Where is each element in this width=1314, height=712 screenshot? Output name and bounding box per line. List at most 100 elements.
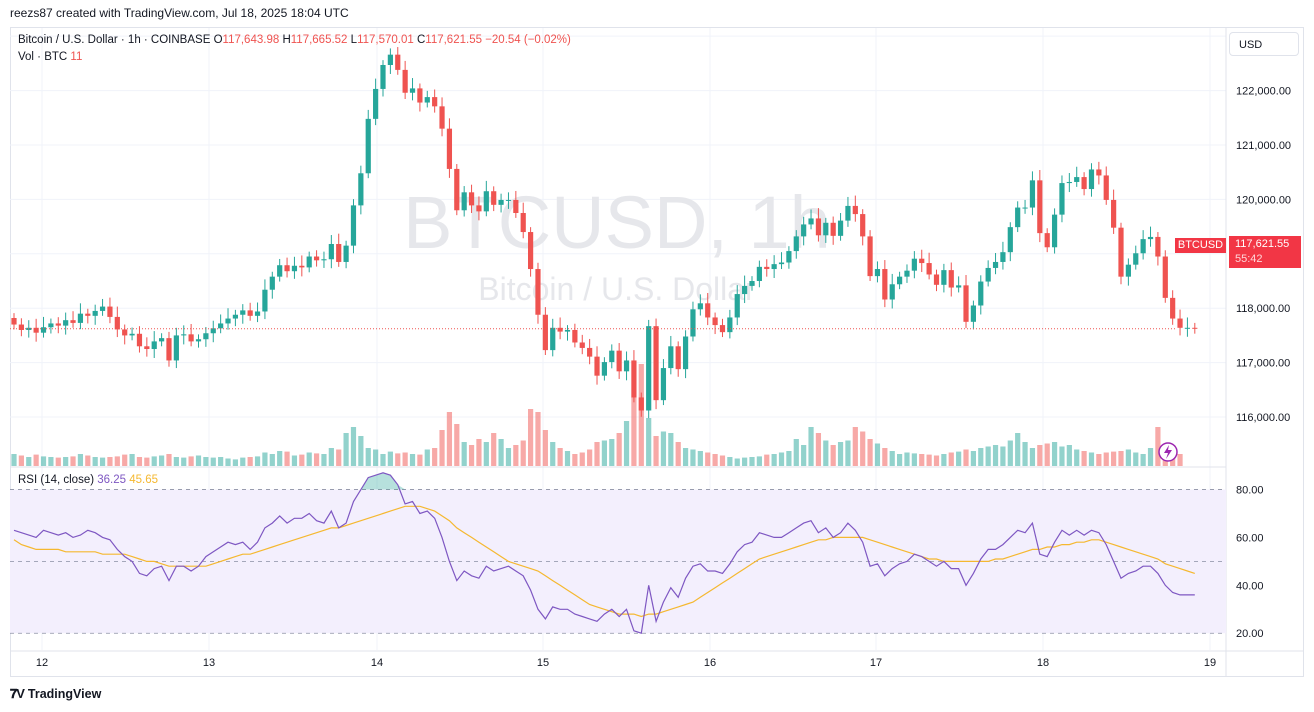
- candle-body: [845, 205, 851, 221]
- candle-body: [181, 334, 187, 336]
- rsi-ma-line: [13, 505, 1195, 618]
- volume-bar: [181, 457, 187, 466]
- candle-body: [1140, 239, 1146, 254]
- candle-body: [682, 336, 689, 370]
- volume-bar: [778, 452, 785, 466]
- volume-legend[interactable]: Vol · BTC 11: [18, 51, 82, 63]
- volume-bar: [373, 449, 379, 466]
- volume-bar: [33, 454, 39, 466]
- candle-body: [240, 310, 246, 315]
- volume-bar: [1177, 454, 1183, 466]
- volume-bar: [1103, 452, 1109, 466]
- volume-bar: [483, 442, 489, 466]
- volume-bar: [446, 412, 453, 466]
- volume-bar: [1155, 427, 1161, 466]
- ohlc-legend: Bitcoin / U.S. Dollar · 1h · COINBASE O1…: [18, 34, 571, 46]
- candle-body: [417, 88, 423, 103]
- volume-bar: [1096, 454, 1102, 466]
- candle-body: [365, 118, 371, 174]
- candle-body: [269, 276, 275, 290]
- volume-bar: [697, 451, 703, 466]
- candle-body: [1170, 297, 1176, 319]
- change-value: −20.54 (−0.02%): [485, 34, 571, 46]
- candle-body: [919, 258, 925, 264]
- volume-bar: [210, 457, 216, 466]
- volume-bar: [491, 433, 497, 466]
- volume-bar: [601, 440, 607, 466]
- currency-button[interactable]: USD: [1229, 32, 1299, 56]
- volume-bar: [830, 445, 836, 466]
- volume-bar: [852, 427, 858, 466]
- candle-body: [978, 281, 984, 306]
- volume-bar: [1066, 445, 1072, 466]
- volume-bar: [978, 448, 984, 466]
- candle-body: [409, 88, 416, 93]
- rsi-axis: 20.00 40.00 60.00 80.00: [1236, 485, 1264, 641]
- volume-bar: [203, 457, 209, 466]
- candle-body: [40, 327, 47, 333]
- tradingview-logo-icon: 𝟕V: [10, 686, 25, 701]
- time-tick-label: 19: [1204, 657, 1216, 669]
- volume-bar: [985, 446, 991, 466]
- volume-bar: [365, 448, 371, 466]
- candle-body: [313, 256, 320, 261]
- price-tick-label: 120,000.00: [1236, 194, 1291, 206]
- volume-bar: [594, 442, 600, 466]
- candle-body: [941, 270, 947, 285]
- volume-bar: [712, 454, 718, 466]
- candle-body: [734, 294, 740, 318]
- symbol-title[interactable]: Bitcoin / U.S. Dollar · 1h · COINBASE: [18, 34, 211, 46]
- rsi-pane: [10, 472, 1226, 634]
- volume-bar: [358, 436, 364, 466]
- candle-body: [742, 285, 748, 295]
- bolt-icon[interactable]: [1158, 442, 1178, 462]
- candle-body: [114, 316, 120, 330]
- volume-bar: [166, 454, 172, 466]
- candle-body: [557, 327, 563, 332]
- volume-bar: [528, 409, 534, 466]
- rsi-ma-value: 45.65: [129, 474, 159, 486]
- candle-body: [432, 97, 438, 107]
- volume-bar: [114, 456, 120, 466]
- candle-body: [48, 323, 54, 328]
- candle-body: [867, 236, 873, 277]
- volume-bar: [476, 439, 482, 466]
- volume-bar: [11, 454, 17, 466]
- volume-bar: [845, 440, 851, 466]
- rsi-line: [13, 472, 1195, 634]
- low-value: 117,570.01: [357, 34, 414, 46]
- candle-body: [1022, 207, 1028, 209]
- volume-bar: [992, 445, 999, 466]
- candle-body: [860, 214, 866, 237]
- volume-bar: [579, 452, 585, 466]
- rsi-legend[interactable]: RSI (14, close) 36.25 45.65: [18, 474, 158, 486]
- candle-body: [1184, 327, 1191, 329]
- volume-bar: [18, 455, 24, 466]
- candle-body: [159, 338, 165, 342]
- volume-bar: [85, 455, 91, 466]
- volume-bar: [232, 459, 238, 466]
- bar-countdown: 55:42: [1235, 253, 1263, 265]
- volume-bar: [269, 454, 275, 466]
- tradingview-footer[interactable]: 𝟕V TradingView: [10, 686, 101, 702]
- volume-bar: [454, 424, 460, 466]
- volume-bar: [1111, 451, 1117, 466]
- volume-bar: [1133, 452, 1139, 466]
- rsi-tick-label: 20.00: [1236, 628, 1264, 640]
- candle-body: [77, 313, 84, 323]
- candle-body: [203, 333, 209, 340]
- volume-bar: [254, 456, 261, 466]
- candle-body: [889, 284, 895, 300]
- candle-body: [897, 276, 903, 285]
- candle-body: [1103, 175, 1109, 200]
- candle-body: [542, 314, 548, 351]
- volume-bar: [1088, 452, 1095, 466]
- volume-bar: [837, 442, 844, 466]
- candle-body: [1133, 253, 1139, 265]
- watermark-symbol: BTCUSD, 1h: [403, 181, 831, 264]
- candle-body: [505, 199, 512, 201]
- volume-bar: [749, 457, 755, 466]
- candle-body: [1125, 264, 1131, 277]
- candle-body: [380, 64, 386, 89]
